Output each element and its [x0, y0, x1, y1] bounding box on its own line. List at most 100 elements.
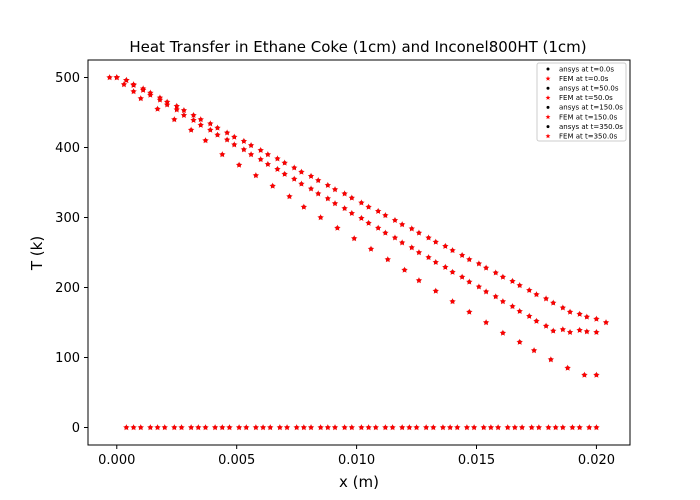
data-point-fem	[454, 424, 461, 431]
data-point-fem	[235, 161, 243, 168]
legend: ansys at t=0.0s FEM at t=0.0s ansys at t=5…	[536, 62, 627, 142]
data-point-fem	[408, 244, 415, 251]
data-point-fem	[533, 291, 540, 298]
data-point-fem	[593, 371, 600, 378]
data-point-fem	[365, 424, 372, 431]
data-point-fem	[526, 312, 533, 319]
y-tick-label: 300	[55, 211, 80, 226]
y-tick-label: 500	[55, 71, 80, 86]
data-point-fem	[458, 273, 466, 280]
data-point-fem	[334, 224, 341, 231]
y-tick-label: 0	[72, 421, 80, 436]
data-point-fem	[243, 424, 250, 431]
data-point-fem	[348, 209, 356, 217]
data-point-fem	[415, 277, 423, 284]
data-point-fem	[492, 269, 499, 276]
data-point-fem	[252, 424, 260, 431]
data-point-fem	[466, 256, 473, 263]
data-point-fem	[219, 424, 226, 431]
data-point-fem	[331, 186, 339, 193]
data-point-fem	[223, 136, 231, 143]
legend-marker	[546, 67, 550, 71]
legend-entry: FEM at t=50.0s	[559, 94, 613, 102]
data-point-fem	[413, 424, 420, 431]
data-point-fem	[442, 263, 449, 270]
data-point-fem	[398, 424, 406, 431]
data-point-fem	[547, 356, 555, 363]
data-point-fem	[391, 234, 399, 241]
data-point-fem	[163, 101, 171, 108]
data-point-fem	[463, 424, 471, 431]
legend-entry: FEM at t=0.0s	[559, 75, 609, 83]
data-point-fem	[466, 308, 473, 315]
data-point-fem	[415, 229, 423, 236]
data-point-fem	[432, 238, 439, 245]
legend-box	[536, 62, 627, 142]
legend-marker	[545, 95, 551, 100]
data-point-fem	[509, 303, 516, 310]
data-point-fem	[542, 295, 550, 302]
data-point-fem	[223, 129, 231, 136]
data-point-fem	[358, 424, 365, 431]
legend-marker	[546, 86, 550, 90]
data-point-fem	[374, 224, 382, 231]
data-point-fem	[348, 424, 356, 431]
data-point-fem	[494, 424, 502, 431]
data-point-fem	[425, 254, 432, 261]
x-tick-label: 0.020	[578, 453, 615, 468]
data-point-fem	[566, 328, 574, 336]
data-point-fem	[298, 180, 305, 187]
chart-title: Heat Transfer in Ethane Coke (1cm) and I…	[129, 38, 586, 56]
data-point-fem	[367, 245, 375, 252]
data-point-fem	[171, 116, 178, 123]
data-point-fem	[211, 424, 219, 431]
data-point-fem	[315, 177, 322, 184]
data-point-fem	[550, 327, 557, 334]
data-point-fem	[281, 170, 288, 177]
data-point-fem	[492, 293, 499, 300]
data-point-fem	[123, 424, 130, 431]
legend-entry: ansys at t=50.0s	[559, 85, 619, 93]
data-point-fem	[499, 273, 507, 280]
data-point-fem	[281, 159, 288, 166]
data-point-fem	[422, 424, 430, 431]
data-point-fem	[298, 168, 305, 175]
data-point-fem	[449, 298, 456, 305]
data-point-fem	[526, 286, 533, 294]
x-tick-label: 0.015	[458, 453, 495, 468]
data-point-fem	[317, 214, 324, 221]
data-point-fem	[190, 111, 197, 119]
data-point-fem	[559, 304, 567, 311]
legend-marker	[545, 133, 551, 139]
data-point-fem	[173, 106, 180, 113]
data-point-fem	[202, 424, 209, 431]
data-point-fem	[487, 424, 495, 431]
data-point-fem	[197, 116, 204, 123]
legend-entry: ansys at t=0.0s	[559, 65, 614, 73]
data-point-fem	[439, 424, 447, 431]
data-point-fem	[123, 76, 130, 84]
data-point-fem	[190, 116, 197, 123]
data-point-fem	[384, 256, 392, 263]
data-point-fem	[113, 74, 121, 81]
data-point-fem	[106, 74, 113, 81]
legend-marker	[546, 105, 550, 109]
data-point-fem	[509, 277, 516, 284]
data-point-fem	[382, 229, 389, 236]
data-point-fem	[130, 81, 137, 88]
data-point-fem	[530, 347, 538, 354]
data-point-fem	[552, 424, 559, 431]
data-point-fem	[470, 424, 478, 431]
data-point-fem	[372, 424, 380, 431]
data-point-fem	[482, 264, 490, 271]
data-point-fem	[202, 137, 209, 144]
data-point-fem	[593, 328, 600, 336]
data-point-fem	[432, 287, 439, 294]
data-point-fem	[535, 424, 543, 431]
data-point-fem	[187, 424, 195, 431]
data-point-fem	[163, 98, 171, 105]
data-marks	[106, 74, 610, 431]
data-point-fem	[331, 200, 339, 207]
data-point-fem	[214, 131, 221, 138]
